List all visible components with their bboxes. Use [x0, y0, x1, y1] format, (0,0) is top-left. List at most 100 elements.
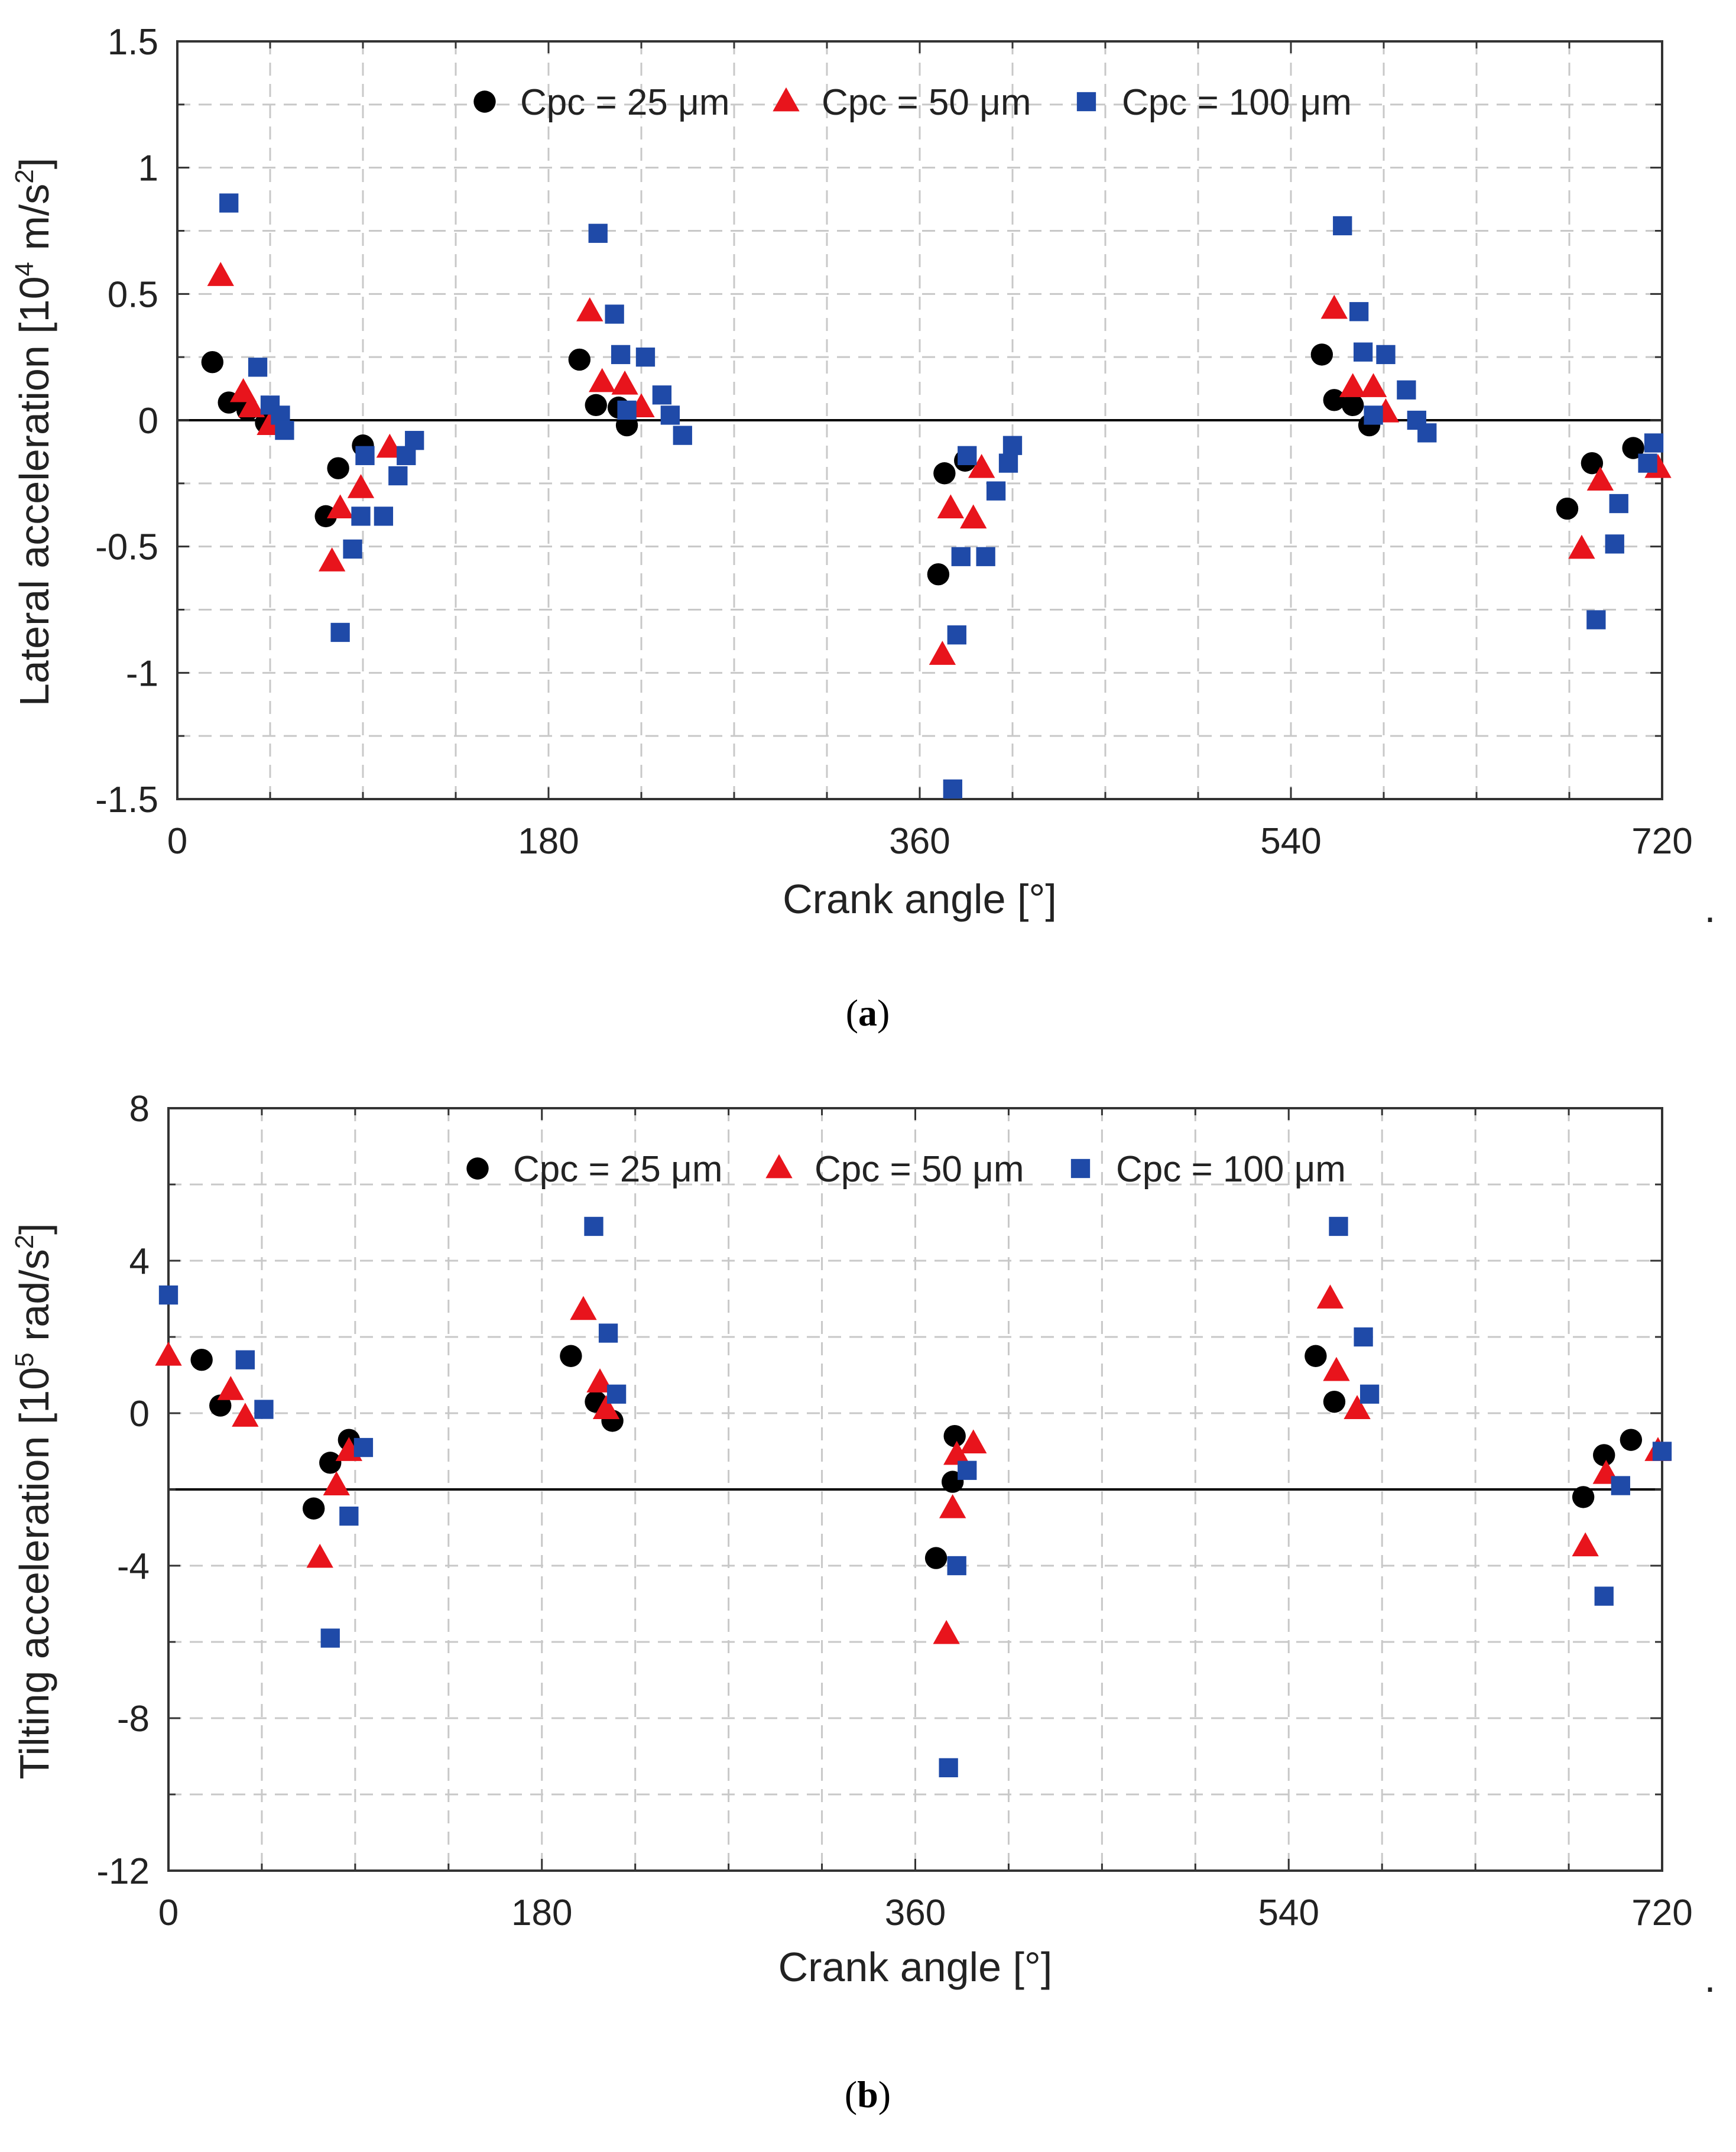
- data-point-triangle: [589, 368, 616, 392]
- y-axis-title-part: m/s: [11, 184, 57, 262]
- chart-b-tilting-acceleration: 0 180 360 540 720 8 4 0 -4 -8 -12 Crank angle [°] Ti…: [10, 1089, 1716, 2115]
- legend-label: Cpc = 100 μm: [1116, 1149, 1346, 1190]
- y-axis-title-superscript: 2: [10, 169, 39, 183]
- data-point-triangle: [592, 1395, 620, 1419]
- data-point-triangle: [1339, 373, 1367, 397]
- legend-label: Cpc = 50 μm: [815, 1149, 1024, 1190]
- y-tick-label: -1.5: [95, 780, 158, 820]
- data-point-square: [355, 446, 375, 465]
- x-tick-label: 180: [518, 821, 579, 862]
- legend-marker-circle: [473, 90, 496, 113]
- x-tick-label: 540: [1260, 821, 1321, 862]
- trailing-mark: .: [1704, 885, 1715, 931]
- legend-label: Cpc = 25 μm: [520, 82, 729, 123]
- data-point-circle: [568, 348, 591, 371]
- y-tick-label: -1: [126, 653, 158, 694]
- series-square: [158, 1216, 1672, 1777]
- data-point-square: [219, 193, 239, 213]
- data-point-triangle: [1316, 1284, 1344, 1309]
- series-square: [219, 193, 1664, 799]
- data-point-circle: [1556, 497, 1579, 520]
- data-point-square: [330, 622, 350, 642]
- y-axis-title-part: Tilting acceleration [10: [11, 1367, 57, 1780]
- legend-label: Cpc = 25 μm: [513, 1149, 722, 1190]
- data-point-triangle: [933, 1619, 960, 1644]
- data-point-circle: [933, 462, 956, 485]
- data-point-triangle: [376, 433, 404, 458]
- data-point-circle: [190, 1349, 213, 1371]
- data-point-square: [652, 385, 672, 405]
- data-point-square: [1329, 1216, 1348, 1236]
- data-point-square: [1417, 423, 1437, 443]
- series-triangle: [155, 1284, 1672, 1644]
- data-point-square: [320, 1628, 340, 1648]
- data-point-circle: [924, 1547, 948, 1569]
- data-point-circle: [302, 1497, 325, 1520]
- data-point-triangle: [943, 1440, 971, 1465]
- data-point-square: [235, 1350, 255, 1369]
- data-point-circle: [1593, 1444, 1615, 1466]
- y-axis-title-superscript: 2: [10, 1235, 39, 1249]
- data-point-triangle: [937, 494, 965, 518]
- x-tick-label: 0: [158, 1893, 179, 1933]
- data-point-square: [275, 420, 294, 440]
- data-point-square: [374, 507, 394, 526]
- data-point-square: [1652, 1442, 1672, 1461]
- caption-paren: ): [877, 992, 890, 1034]
- x-tick-label: 720: [1631, 821, 1692, 862]
- data-point-circle: [943, 1425, 966, 1447]
- data-point-circle: [319, 1452, 342, 1474]
- data-point-square: [339, 1507, 359, 1526]
- data-point-triangle: [306, 1543, 333, 1568]
- data-point-circle: [1341, 394, 1364, 417]
- y-axis-title: Tilting acceleration [105 rad/s2]: [10, 1223, 57, 1779]
- data-point-square: [1611, 1476, 1630, 1495]
- data-point-square: [976, 547, 995, 566]
- y-tick-label: 1: [138, 148, 158, 189]
- y-tick-label: -4: [117, 1546, 150, 1587]
- data-point-circle: [1323, 1390, 1346, 1413]
- x-tick-label: 180: [511, 1893, 572, 1933]
- y-axis-title-superscript: 4: [10, 262, 39, 276]
- data-point-triangle: [1586, 466, 1614, 491]
- data-point-circle: [1620, 1429, 1643, 1451]
- data-point-circle: [1581, 452, 1604, 475]
- data-point-triangle: [939, 1494, 966, 1518]
- data-point-square: [248, 358, 268, 377]
- data-point-square: [1397, 380, 1416, 400]
- trailing-mark: .: [1704, 1955, 1715, 2001]
- data-point-square: [939, 1758, 958, 1777]
- data-point-triangle: [929, 641, 956, 665]
- caption-paren: (: [845, 2073, 857, 2115]
- data-point-square: [1364, 405, 1383, 425]
- data-point-square: [947, 625, 966, 645]
- legend-marker-square: [1070, 1158, 1091, 1179]
- data-point-square: [673, 426, 692, 445]
- series-circle: [201, 343, 1644, 586]
- data-point-circle: [327, 457, 349, 479]
- legend: Cpc = 25 μm Cpc = 50 μm Cpc = 100 μm: [473, 82, 1352, 123]
- data-point-triangle: [586, 1368, 614, 1393]
- caption-paren: (: [846, 992, 858, 1034]
- y-axis-title-part: ]: [11, 158, 57, 169]
- data-point-square: [1349, 302, 1369, 322]
- caption-letter: a: [858, 992, 877, 1034]
- data-point-square: [1638, 453, 1657, 473]
- data-point-circle: [1622, 437, 1644, 459]
- y-tick-label: 4: [129, 1241, 150, 1282]
- data-point-circle: [209, 1394, 232, 1417]
- data-point-square: [1376, 345, 1396, 365]
- data-point-triangle: [155, 1342, 182, 1366]
- data-point-square: [158, 1285, 179, 1305]
- y-axis-title-superscript: 5: [10, 1352, 39, 1366]
- data-point-triangle: [968, 453, 995, 478]
- data-point-square: [605, 304, 624, 324]
- data-point-square: [1644, 433, 1664, 453]
- y-tick-label: 0.5: [108, 274, 158, 315]
- data-point-circle: [615, 414, 638, 437]
- data-point-square: [1594, 1586, 1614, 1606]
- data-point-square: [986, 481, 1006, 501]
- data-point-triangle: [1572, 1532, 1599, 1557]
- legend-marker-square: [1076, 92, 1096, 112]
